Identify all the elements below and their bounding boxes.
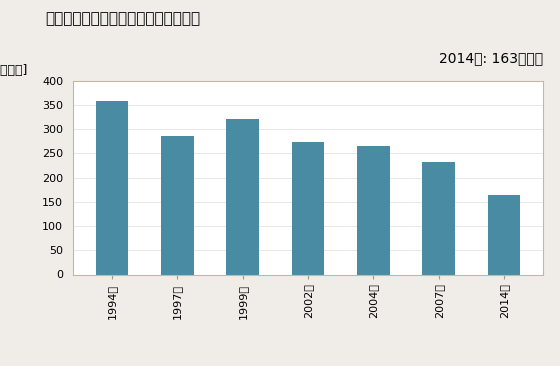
Bar	[226, 119, 259, 274]
Bar	[292, 142, 324, 274]
Text: 2014年: 163事業所: 2014年: 163事業所	[439, 51, 543, 65]
Text: 繊維・衣服等卸売業の事業所数の推移: 繊維・衣服等卸売業の事業所数の推移	[45, 11, 200, 26]
Bar	[488, 195, 520, 274]
Bar	[161, 136, 194, 274]
Bar	[96, 101, 128, 274]
Bar	[357, 146, 390, 274]
Bar	[422, 163, 455, 274]
Y-axis label: [事業所]: [事業所]	[0, 64, 28, 76]
